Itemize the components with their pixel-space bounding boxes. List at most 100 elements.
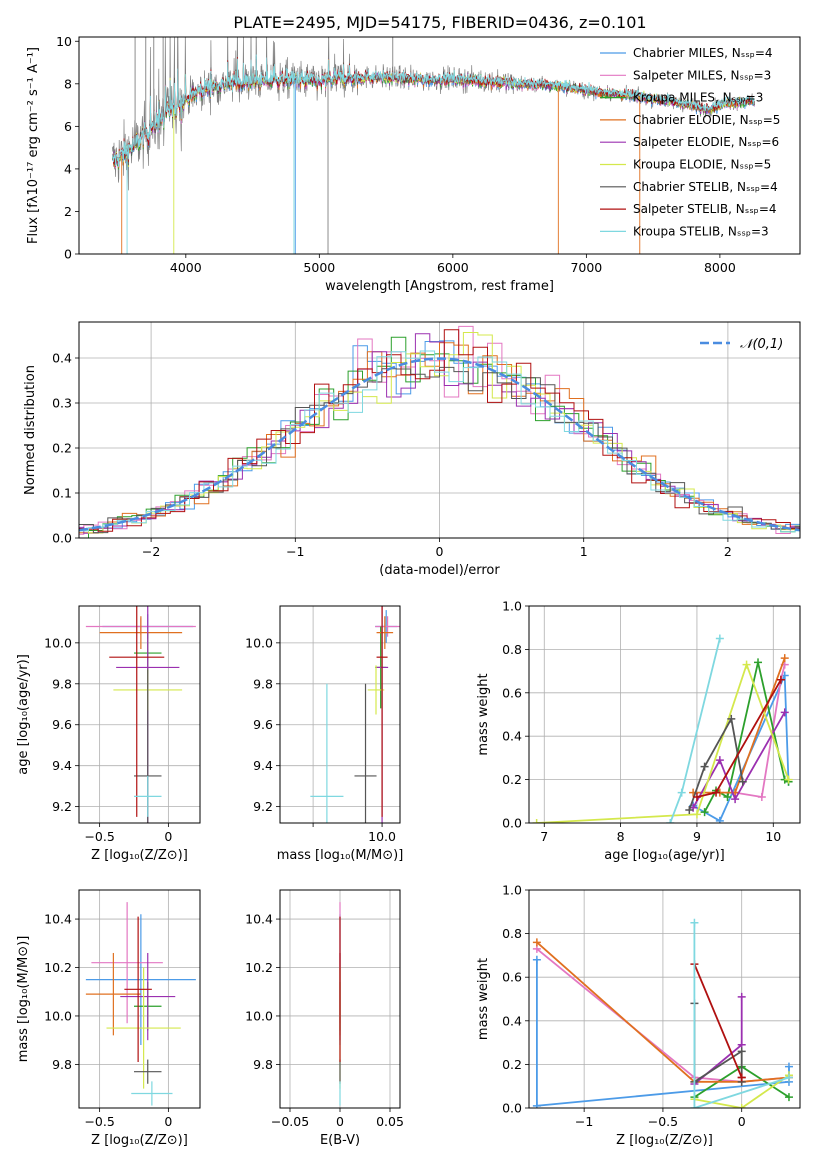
age-vs-z-ytick-label: 10.0 <box>44 635 72 650</box>
spectrum-plot-area <box>112 37 755 254</box>
weight-vs-age-line <box>688 716 744 811</box>
age-vs-mass-ytick-label: 9.8 <box>253 676 273 691</box>
weight-vs-age-xtick-label: 10 <box>765 829 781 844</box>
mass-vs-ebv-xtick-label: 0 <box>336 1114 344 1129</box>
weight-vs-age-marker <box>784 775 793 784</box>
weight-vs-age-marker <box>666 819 675 823</box>
weight-vs-age-ylabel: mass weight <box>476 673 491 755</box>
residuals-ytick-label: 0.1 <box>52 486 72 501</box>
weight-vs-z-line <box>536 941 790 1083</box>
mass-vs-z-ytick-label: 10.2 <box>44 960 72 975</box>
weight-vs-age-marker <box>715 816 724 823</box>
age-vs-z-frame <box>78 605 201 824</box>
age-vs-z-ytick-label: 9.8 <box>52 676 72 691</box>
weight-vs-age-ytick-label: 0.6 <box>502 685 522 700</box>
weight-vs-z-marker <box>737 1047 746 1056</box>
age-vs-z-ylabel: age [log₁₀(age/yr)] <box>16 654 31 775</box>
spectrum-ytick-label: 8 <box>64 76 72 91</box>
weight-vs-z-ytick-label: 0.4 <box>502 1013 522 1028</box>
age-vs-mass-ytick-label: 9.2 <box>253 799 273 814</box>
weight-vs-age-plot-area <box>532 634 793 823</box>
age-vs-mass-xtick-label: 10.0 <box>368 829 396 844</box>
spectrum-xtick-label: 8000 <box>704 260 736 275</box>
mass-vs-ebv-axes: −0.05 0 0.05 9.8 10.0 10.2 10.4 E(B-V) <box>245 889 404 1148</box>
residuals-ytick-label: 0.3 <box>52 396 72 411</box>
weight-vs-age-line <box>536 661 790 823</box>
age-vs-mass-frame <box>279 605 401 824</box>
weight-vs-age-xtick-label: 8 <box>617 829 625 844</box>
weight-vs-age-marker <box>757 792 766 801</box>
weight-vs-age-ytick-label: 0.2 <box>502 772 522 787</box>
weight-vs-z-marker <box>784 1093 793 1102</box>
mass-vs-z-ylabel: mass [log₁₀(M/M⊙)] <box>16 936 31 1063</box>
residuals-ytick-label: 0.2 <box>52 441 72 456</box>
weight-vs-age-marker <box>700 762 709 771</box>
age-vs-z-xtick-label: 0 <box>164 829 172 844</box>
legend-label: Kroupa MILES, Nₛₛₚ=3 <box>633 91 763 105</box>
residuals-plot-area <box>79 325 800 538</box>
weight-vs-z-plot-area <box>532 918 793 1108</box>
weight-vs-age-ytick-label: 0.8 <box>502 642 522 657</box>
spectrum-legend: Chabrier MILES, Nₛₛₚ=4 Salpeter MILES, Nₛ… <box>600 46 780 238</box>
mass-vs-z-frame <box>78 889 201 1109</box>
spectrum-frame <box>78 36 801 255</box>
weight-vs-age-marker <box>532 819 541 823</box>
age-vs-mass-ytick-label: 10.0 <box>245 635 273 650</box>
weight-vs-age-marker <box>692 792 701 801</box>
spectrum-xtick-label: 5000 <box>303 260 335 275</box>
weight-vs-age-line <box>693 657 786 794</box>
residuals-xtick-label: 0 <box>436 544 444 559</box>
legend-label: Chabrier MILES, Nₛₛₚ=4 <box>633 46 773 60</box>
legend-label: Chabrier STELIB, Nₛₛₚ=4 <box>633 180 778 194</box>
weight-vs-age-marker <box>742 660 751 669</box>
weight-vs-z-line <box>693 922 790 1108</box>
age-vs-z-axes: −0.5 0 9.2 9.4 9.6 9.8 10.0 Z [log₁₀(Z/Z⊙)] age … <box>16 605 201 863</box>
legend-label: Chabrier ELODIE, Nₛₛₚ=5 <box>633 113 780 127</box>
residual-histogram-salpeter-stelib <box>79 329 800 532</box>
figure-title: PLATE=2495, MJD=54175, FIBERID=0436, z=0… <box>233 13 646 32</box>
weight-vs-age-marker <box>685 805 694 814</box>
legend-label: Kroupa ELODIE, Nₛₛₚ=5 <box>633 158 771 172</box>
weight-vs-z-ytick-label: 0.8 <box>502 926 522 941</box>
age-vs-mass-xlabel: mass [log₁₀(M/M⊙)] <box>277 848 404 863</box>
weight-vs-z-xtick-label: 0 <box>738 1114 746 1129</box>
spectrum-ytick-label: 4 <box>64 161 72 176</box>
weight-vs-z-marker <box>690 1104 699 1108</box>
weight-vs-z-marker <box>737 1104 746 1108</box>
age-vs-z-xlabel: Z [log₁₀(Z/Z⊙)] <box>91 848 188 863</box>
residuals-xlabel: (data-model)/error <box>379 563 500 578</box>
age-vs-z-ytick-label: 9.2 <box>52 799 72 814</box>
mass-vs-z-axes: −0.5 0 9.8 10.0 10.2 10.4 Z [log₁₀(Z/Z⊙)] mass … <box>16 889 201 1148</box>
age-vs-mass-plot-area <box>310 606 400 823</box>
spectrum-ylabel: Flux [fλ10⁻¹⁷ erg cm⁻² s⁻¹ A⁻¹] <box>26 47 41 244</box>
weight-vs-z-axes: −1 −0.5 0 0.0 0.2 0.4 0.6 0.8 1.0 Z [log₁₀(Z/Z⊙)]… <box>476 883 801 1148</box>
weight-vs-z-ytick-label: 0.2 <box>502 1057 522 1072</box>
residuals-xtick-label: −2 <box>142 544 160 559</box>
weight-vs-age-frame <box>528 605 801 824</box>
residuals-xtick-label: −1 <box>286 544 304 559</box>
legend-label: Salpeter ELODIE, Nₛₛₚ=6 <box>633 135 779 149</box>
spectrum-ytick-label: 0 <box>64 247 72 262</box>
age-vs-mass-axes: 10.0 9.2 9.4 9.6 9.8 10.0 mass [log₁₀(M/M⊙)] <box>245 605 404 863</box>
weight-vs-z-marker <box>784 1073 793 1082</box>
weight-vs-z-xlabel: Z [log₁₀(Z/Z⊙)] <box>616 1133 713 1148</box>
mass-vs-z-xtick-label: −0.5 <box>84 1114 114 1129</box>
weight-vs-age-marker <box>738 777 747 786</box>
weight-vs-age-marker <box>677 788 686 797</box>
weight-vs-z-line <box>693 963 743 1078</box>
residuals-ytick-label: 0.0 <box>52 531 72 546</box>
age-vs-z-plot-area <box>85 606 196 823</box>
weight-vs-age-marker <box>692 810 701 819</box>
weight-vs-z-ytick-label: 0.6 <box>502 970 522 985</box>
weight-vs-age-axes: 7 8 9 10 0.0 0.2 0.4 0.6 0.8 1.0 age [log₁₀(age/yr… <box>476 599 801 863</box>
weight-vs-age-xtick-label: 9 <box>693 829 701 844</box>
residuals-ylabel: Normed distribution <box>23 365 38 495</box>
weight-vs-z-marker <box>737 992 746 1001</box>
weight-vs-z-ytick-label: 0.0 <box>502 1101 522 1116</box>
weight-vs-z-marker <box>690 918 699 927</box>
weight-vs-z-marker <box>737 1073 746 1082</box>
residuals-xtick-label: 2 <box>724 544 732 559</box>
mass-vs-z-plot-area <box>85 902 196 1106</box>
residuals-ytick-label: 0.4 <box>52 351 72 366</box>
